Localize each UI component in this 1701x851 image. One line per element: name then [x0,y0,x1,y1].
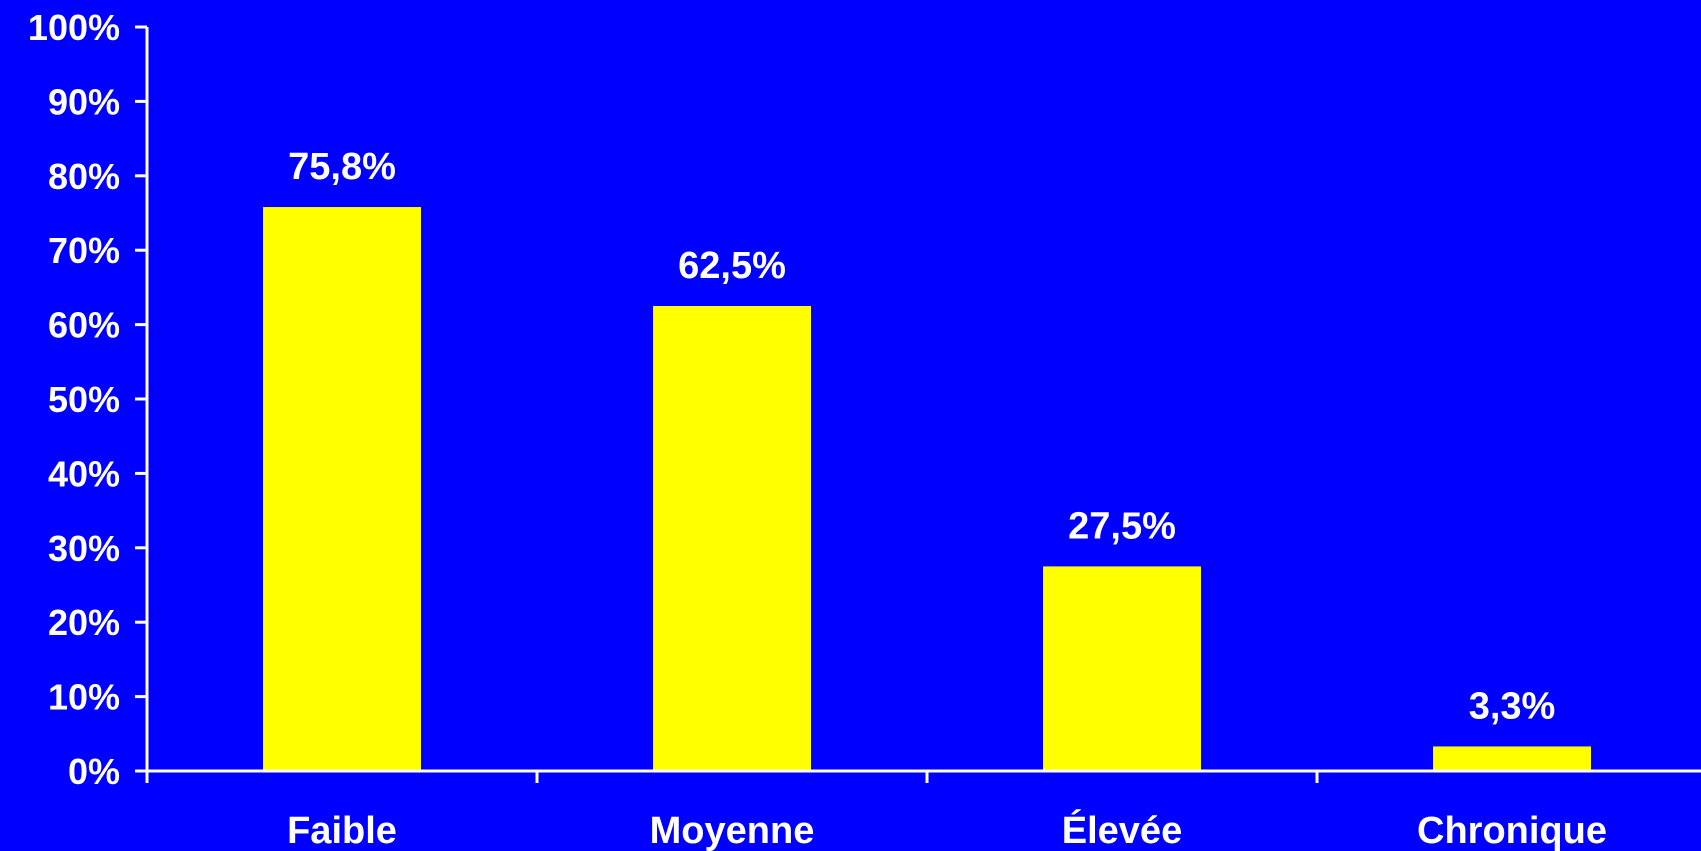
data-labels-group: 75,8% 62,5% 27,5% 3,3% [288,146,1555,727]
category-label: Chronique [1417,810,1607,851]
data-label: 27,5% [1068,505,1176,547]
bar-1 [263,207,421,772]
category-label: Moyenne [650,810,815,851]
category-label: Faible [287,810,397,851]
bar-3 [1043,566,1201,771]
y-tick-label: 80% [48,156,120,197]
y-tick-label: 50% [48,379,120,420]
data-label: 62,5% [678,245,786,287]
y-tick-label: 20% [48,602,120,643]
y-tick-label: 30% [48,528,120,569]
y-axis-ticks: 0% 10% 20% 30% 40% 50% 60% 70% 80% 90% 100% [28,7,147,792]
data-label: 3,3% [1469,685,1556,727]
bars-group [263,207,1591,772]
category-labels-group: Faible Moyenne Élevée Chronique [287,808,1607,851]
y-tick-label: 40% [48,453,120,494]
data-label: 75,8% [288,146,396,188]
x-axis-ticks [145,771,1319,783]
bar-2 [653,306,811,771]
axes-group [145,27,1701,773]
y-tick-label: 0% [68,751,120,792]
y-tick-label: 100% [28,7,120,48]
bar-4 [1433,746,1591,771]
y-tick-label: 10% [48,677,120,718]
y-tick-label: 70% [48,230,120,271]
category-label: Élevée [1062,808,1182,851]
y-tick-label: 90% [48,81,120,122]
y-tick-label: 60% [48,305,120,346]
